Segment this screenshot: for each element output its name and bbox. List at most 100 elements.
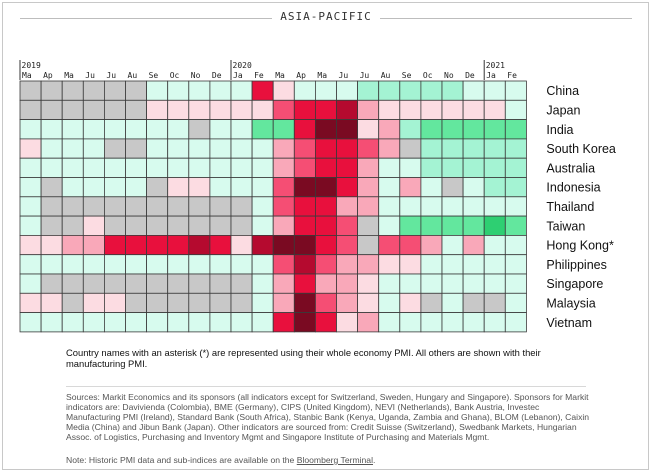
heatmap-cell (230, 80, 253, 101)
heatmap-cell (336, 273, 359, 294)
heatmap-cell (209, 254, 232, 275)
heatmap-cell (441, 234, 464, 256)
heatmap-cell (420, 177, 443, 198)
heatmap-cell (420, 138, 443, 159)
heatmap-cell (441, 215, 464, 236)
heatmap-cell (167, 138, 190, 159)
heatmap-cell (293, 80, 316, 101)
heatmap-cell (125, 273, 148, 294)
heatmap-cell (104, 80, 126, 101)
heatmap-cell (272, 254, 295, 275)
heatmap-cell (336, 254, 359, 275)
heatmap-cell (336, 292, 359, 313)
heatmap-cell (399, 119, 422, 140)
heatmap-cell (462, 80, 485, 101)
heatmap-cell (420, 215, 443, 236)
heatmap-cell (293, 196, 316, 217)
heatmap-cell (504, 292, 527, 313)
heatmap-cell (209, 196, 232, 217)
heatmap-cell (399, 292, 422, 313)
heatmap-cell (378, 234, 401, 256)
heatmap-cell (125, 157, 148, 178)
heatmap-cell (272, 273, 295, 294)
month-label: Ma (317, 71, 327, 80)
heatmap-cell (230, 273, 253, 294)
heatmap-cell (61, 177, 84, 198)
heatmap-cell (378, 99, 401, 121)
heatmap-cell (61, 196, 84, 217)
heatmap-cell (483, 254, 506, 275)
heatmap-cell (293, 138, 316, 159)
heatmap-cell (272, 138, 295, 159)
heatmap-cell (272, 119, 295, 140)
heatmap-cell (462, 138, 485, 159)
heatmap-cell (40, 119, 63, 140)
heatmap-cell (504, 196, 527, 217)
heatmap-cell (19, 215, 42, 236)
heatmap-cell (293, 99, 316, 121)
country-label: Singapore (546, 277, 603, 291)
heatmap-cell (420, 292, 443, 313)
heatmap-cell (251, 312, 274, 333)
heatmap-cell (125, 138, 148, 159)
heatmap-cell (251, 119, 274, 140)
heatmap-cell (146, 215, 169, 236)
heatmap-cell (483, 215, 506, 236)
heatmap-cell (399, 99, 422, 121)
month-label: Au (381, 71, 391, 80)
heatmap-cell (399, 254, 422, 275)
heatmap-cell (462, 215, 485, 236)
heatmap-cell (357, 196, 380, 217)
heatmap-cell (357, 254, 380, 275)
country-label: Thailand (546, 200, 594, 214)
heatmap-cell (399, 177, 422, 198)
heatmap-cell (293, 119, 316, 140)
month-label: Ma (64, 71, 74, 80)
heatmap-cell (230, 292, 253, 313)
heatmap-cell (441, 119, 464, 140)
heatmap-cell (40, 138, 63, 159)
heatmap-cell (293, 234, 316, 256)
heatmap-cell (420, 80, 443, 101)
heatmap-cell (146, 80, 169, 101)
month-label: De (212, 71, 222, 80)
heatmap-cell (167, 254, 190, 275)
heatmap-cell (251, 292, 274, 313)
heatmap-cell (378, 80, 401, 101)
heatmap-cell (357, 273, 380, 294)
heatmap-cell (146, 234, 169, 256)
heatmap-cell (314, 273, 337, 294)
heatmap-cell (188, 80, 211, 101)
bloomberg-terminal-link[interactable]: Bloomberg Terminal (296, 455, 373, 465)
heatmap-cell (230, 312, 253, 333)
heatmap-cell (462, 234, 485, 256)
month-label: Ju (339, 71, 349, 80)
country-label: Malaysia (546, 296, 595, 310)
heatmap-cell (293, 215, 316, 236)
heatmap-cell (251, 196, 274, 217)
heatmap-cell (104, 292, 126, 313)
heatmap-cell (230, 215, 253, 236)
heatmap-cell (357, 312, 380, 333)
heatmap-cell (40, 292, 63, 313)
heatmap-cell (82, 138, 105, 159)
heatmap-cell (272, 215, 295, 236)
heatmap-cell (104, 138, 126, 159)
heatmap-cell (336, 177, 359, 198)
heatmap-cell (357, 99, 380, 121)
heatmap-cell (293, 157, 316, 178)
country-label: India (546, 123, 573, 137)
heatmap-cell (378, 254, 401, 275)
heatmap-cell (314, 119, 337, 140)
heatmap-cell (441, 196, 464, 217)
heatmap-cell (420, 99, 443, 121)
heatmap-cell (293, 273, 316, 294)
heatmap-cell (40, 80, 63, 101)
heatmap-cell (272, 157, 295, 178)
month-label: Ju (360, 71, 370, 80)
heatmap-cell (40, 177, 63, 198)
heatmap-cell (314, 196, 337, 217)
heatmap-cell (40, 312, 63, 333)
heatmap-cell (336, 119, 359, 140)
heatmap-cell (399, 196, 422, 217)
